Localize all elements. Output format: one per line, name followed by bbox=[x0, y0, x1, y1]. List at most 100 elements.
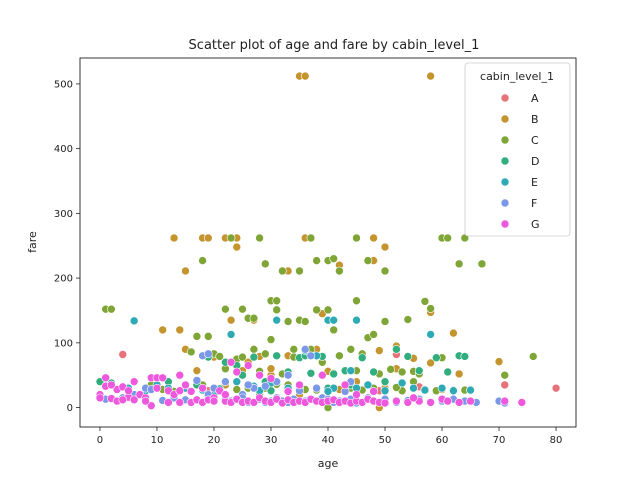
data-point-c bbox=[403, 315, 413, 324]
data-point-c bbox=[369, 330, 378, 339]
legend-label-f: F bbox=[531, 197, 537, 210]
data-point-f bbox=[260, 381, 270, 391]
data-point-c bbox=[249, 313, 259, 323]
data-point-f bbox=[243, 380, 253, 390]
data-point-c bbox=[386, 365, 396, 374]
data-point-e bbox=[329, 315, 339, 325]
data-point-c bbox=[329, 254, 339, 263]
data-point-b bbox=[232, 242, 242, 252]
data-point-d bbox=[369, 367, 378, 377]
data-point-c bbox=[107, 304, 116, 314]
data-point-g bbox=[500, 396, 510, 406]
data-point-c bbox=[477, 259, 487, 269]
data-point-c bbox=[426, 304, 435, 313]
data-point-f bbox=[312, 383, 321, 393]
data-point-g bbox=[129, 377, 139, 386]
data-point-g bbox=[340, 380, 350, 390]
y-tick-label: 100 bbox=[54, 338, 73, 349]
data-point-e bbox=[323, 387, 333, 396]
data-point-g bbox=[243, 361, 253, 370]
data-point-c bbox=[500, 370, 510, 380]
data-point-g bbox=[175, 398, 185, 407]
x-tick-label: 60 bbox=[436, 435, 449, 446]
data-point-d bbox=[249, 352, 259, 362]
data-point-g bbox=[129, 395, 139, 405]
data-point-c bbox=[528, 352, 538, 361]
data-point-g bbox=[95, 393, 105, 403]
data-point-e bbox=[346, 366, 356, 375]
data-point-e bbox=[420, 385, 430, 395]
data-point-f bbox=[306, 351, 316, 361]
data-point-g bbox=[255, 370, 264, 380]
data-point-e bbox=[397, 378, 407, 388]
data-point-c bbox=[255, 233, 264, 243]
data-point-d bbox=[329, 369, 339, 379]
legend-marker-g bbox=[500, 219, 510, 229]
data-point-c bbox=[215, 352, 224, 361]
data-point-c bbox=[260, 349, 270, 359]
data-point-g bbox=[198, 383, 207, 393]
data-point-b bbox=[449, 328, 458, 338]
data-point-c bbox=[335, 266, 344, 276]
data-point-b bbox=[175, 325, 185, 335]
data-point-b bbox=[426, 358, 435, 368]
data-point-g bbox=[175, 370, 185, 380]
data-point-b bbox=[192, 366, 202, 375]
data-point-a bbox=[551, 383, 561, 393]
data-point-b bbox=[375, 346, 384, 355]
data-point-g bbox=[146, 401, 156, 410]
data-point-g bbox=[426, 398, 435, 407]
data-point-g bbox=[266, 374, 276, 383]
data-point-c bbox=[198, 256, 207, 265]
data-point-e bbox=[226, 330, 236, 339]
data-point-f bbox=[203, 349, 213, 359]
data-point-c bbox=[278, 266, 287, 276]
data-point-d bbox=[414, 366, 424, 375]
data-point-d bbox=[460, 352, 470, 361]
legend-label-b: B bbox=[531, 113, 539, 126]
data-point-g bbox=[283, 387, 293, 396]
data-point-g bbox=[124, 386, 133, 396]
data-point-f bbox=[192, 376, 202, 385]
legend-label-d: D bbox=[531, 155, 539, 168]
data-point-e bbox=[129, 316, 139, 326]
x-axis: 0 10 20 30 40 50 60 70 80 bbox=[97, 427, 562, 446]
data-point-g bbox=[226, 357, 236, 367]
data-point-d bbox=[380, 377, 390, 386]
data-point-b bbox=[426, 71, 435, 81]
legend-marker-f bbox=[500, 198, 510, 208]
data-point-g bbox=[454, 398, 464, 407]
data-point-b bbox=[203, 233, 213, 243]
data-point-b bbox=[181, 266, 190, 276]
legend-label-g: G bbox=[531, 218, 540, 231]
legend-label-c: C bbox=[531, 134, 539, 147]
legend-marker-c bbox=[500, 135, 510, 145]
data-point-d bbox=[306, 368, 316, 378]
data-point-c bbox=[312, 256, 321, 265]
data-point-e bbox=[380, 386, 390, 396]
x-tick-label: 70 bbox=[493, 435, 506, 446]
data-point-c bbox=[380, 317, 390, 326]
data-point-e bbox=[409, 383, 418, 393]
x-tick-label: 30 bbox=[265, 435, 278, 446]
data-point-c bbox=[329, 325, 339, 335]
data-point-g bbox=[380, 398, 390, 408]
data-point-a bbox=[500, 380, 510, 390]
data-point-g bbox=[517, 398, 527, 407]
data-point-e bbox=[232, 377, 242, 386]
data-point-g bbox=[466, 396, 475, 406]
data-point-g bbox=[209, 396, 219, 406]
data-point-f bbox=[221, 377, 230, 386]
data-point-b bbox=[169, 233, 179, 243]
data-point-e bbox=[352, 315, 361, 325]
data-point-c bbox=[346, 345, 356, 354]
data-point-c bbox=[260, 259, 270, 269]
data-point-c bbox=[289, 345, 299, 354]
y-axis: 0 100 200 300 400 500 bbox=[54, 79, 80, 414]
y-tick-label: 300 bbox=[54, 209, 73, 220]
data-point-g bbox=[152, 383, 162, 393]
data-point-b bbox=[158, 325, 167, 335]
data-point-c bbox=[306, 233, 316, 243]
data-point-d bbox=[432, 353, 441, 363]
